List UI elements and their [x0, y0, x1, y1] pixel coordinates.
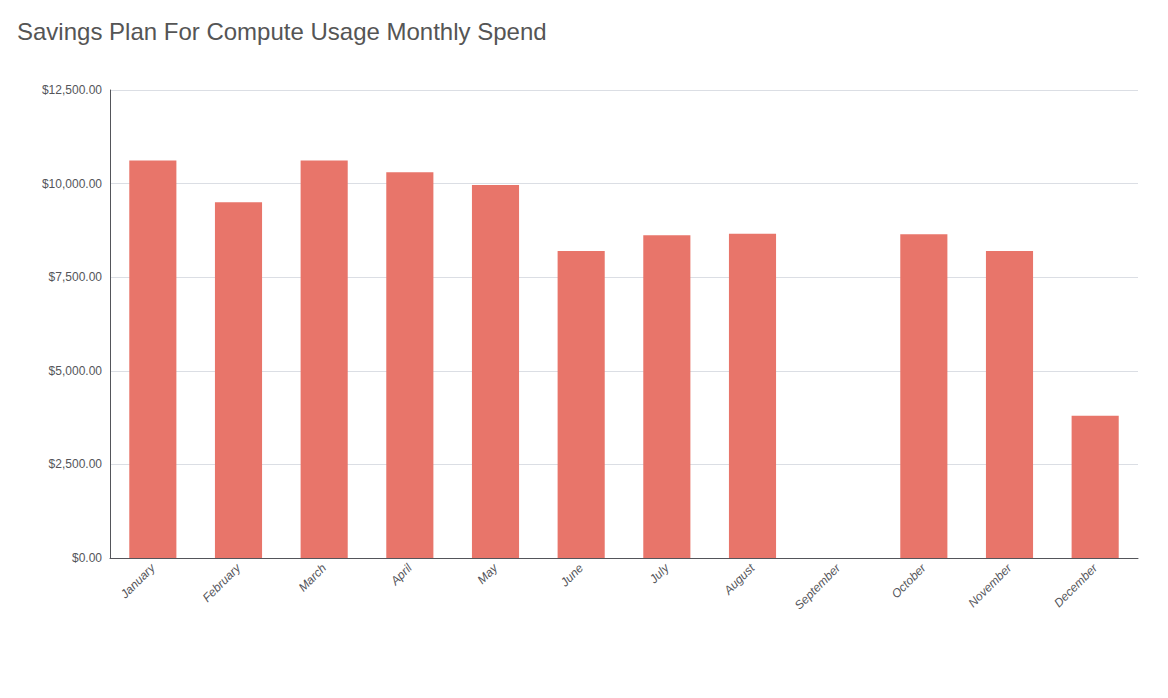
- svg-text:$12,500.00: $12,500.00: [42, 83, 102, 97]
- svg-text:February: February: [200, 560, 245, 605]
- svg-text:Savings Plan For Compute Usage: Savings Plan For Compute Usage Monthly S…: [17, 18, 547, 45]
- svg-text:April: April: [387, 561, 415, 589]
- svg-text:November: November: [965, 560, 1015, 610]
- svg-text:January: January: [117, 560, 158, 601]
- svg-text:September: September: [792, 560, 844, 612]
- svg-text:March: March: [296, 561, 330, 595]
- svg-text:July: July: [646, 560, 672, 586]
- svg-text:$7,500.00: $7,500.00: [49, 270, 103, 284]
- svg-text:June: June: [557, 561, 586, 590]
- svg-text:October: October: [889, 560, 930, 601]
- svg-text:$0.00: $0.00: [72, 551, 102, 565]
- svg-text:August: August: [720, 561, 757, 598]
- svg-text:May: May: [475, 560, 502, 587]
- svg-text:$2,500.00: $2,500.00: [49, 457, 103, 471]
- svg-text:December: December: [1051, 560, 1101, 610]
- svg-text:$10,000.00: $10,000.00: [42, 177, 102, 191]
- svg-text:$5,000.00: $5,000.00: [49, 364, 103, 378]
